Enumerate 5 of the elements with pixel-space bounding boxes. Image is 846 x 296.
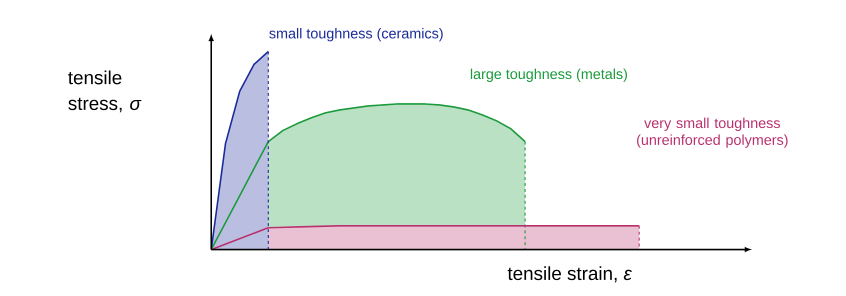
series-label: small toughness (ceramics) <box>269 28 443 42</box>
x-axis-title: tensile strain, ε <box>508 266 632 282</box>
text: very small toughness (unreinforced polymers) <box>637 118 788 148</box>
y-axis-title: tensile stress, σ <box>68 70 142 112</box>
series-label: large toughness (metals) <box>470 68 627 82</box>
